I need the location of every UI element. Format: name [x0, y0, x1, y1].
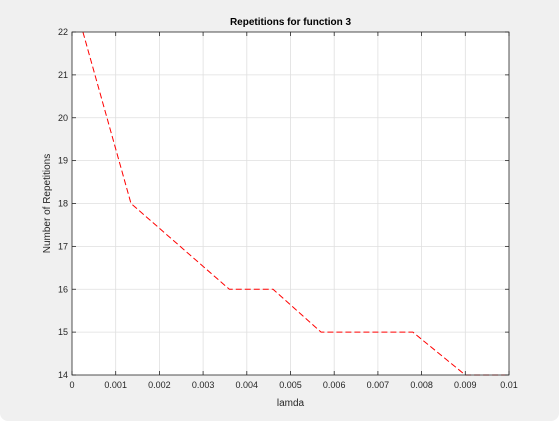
- y-tick-label: 14: [58, 370, 68, 380]
- x-tick-label: 0.002: [148, 380, 171, 390]
- series-line-0: [82, 31, 509, 376]
- y-ticks: 14 15 16 17 18 19 20 21 22: [58, 27, 509, 380]
- grid-lines: [72, 32, 509, 375]
- x-tick-label: 0.003: [192, 380, 215, 390]
- x-tick-label: 0.004: [236, 380, 259, 390]
- y-tick-label: 17: [58, 241, 68, 251]
- y-tick-label: 19: [58, 156, 68, 166]
- series-layer: [82, 31, 509, 376]
- chart-title: Repetitions for function 3: [230, 17, 352, 28]
- x-tick-label: 0.01: [500, 380, 518, 390]
- x-tick-label: 0: [69, 380, 74, 390]
- x-tick-label: 0.009: [454, 380, 477, 390]
- y-tick-label: 18: [58, 199, 68, 209]
- y-tick-label: 22: [58, 27, 68, 37]
- x-tick-label: 0.007: [367, 380, 390, 390]
- y-tick-label: 21: [58, 70, 68, 80]
- x-tick-label: 0.001: [104, 380, 127, 390]
- y-tick-label: 20: [58, 113, 68, 123]
- x-ticks: 0 0.001 0.002 0.003 0.004 0.005 0.006 0.007 0.00…: [69, 32, 518, 390]
- x-tick-label: 0.008: [410, 380, 433, 390]
- x-tick-label: 0.006: [323, 380, 346, 390]
- y-axis-label: Number of Repetitions: [42, 154, 53, 254]
- y-tick-label: 16: [58, 284, 68, 294]
- x-tick-label: 0.005: [279, 380, 302, 390]
- y-tick-label: 15: [58, 327, 68, 337]
- x-axis-label: lamda: [277, 398, 305, 409]
